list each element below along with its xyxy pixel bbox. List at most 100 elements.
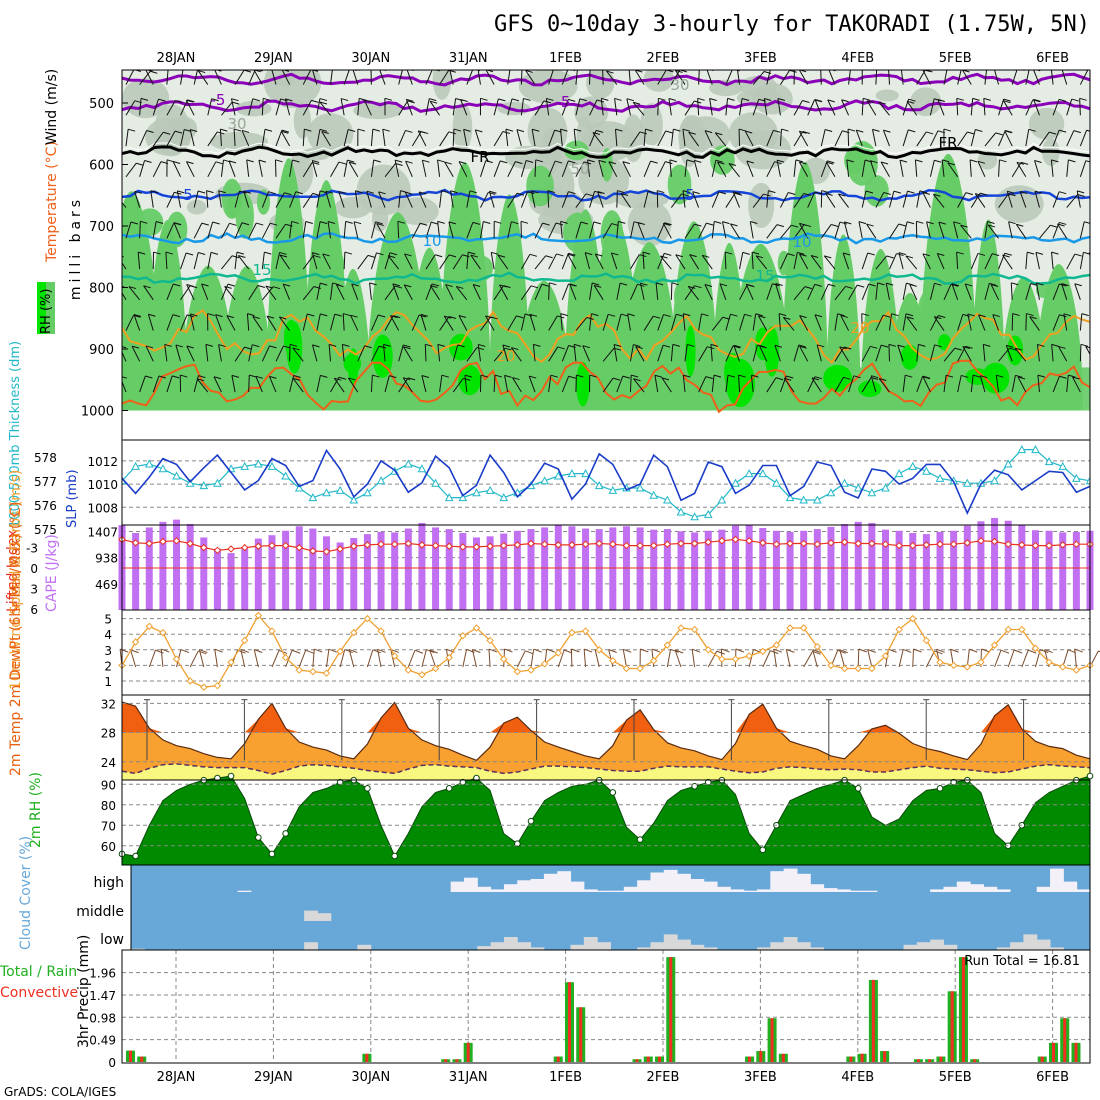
wind-barb — [266, 315, 277, 331]
wind-barb-flag — [951, 283, 960, 287]
wind-speed-point — [977, 658, 985, 666]
wind-barb-flag — [601, 97, 609, 101]
wind-barb — [711, 375, 715, 393]
wind-barb-flag — [587, 159, 595, 163]
wind-barb-flag — [165, 251, 174, 255]
wind-barb-flag — [347, 159, 355, 163]
wind-barb — [248, 344, 253, 362]
precip-convective-bar — [365, 1053, 369, 1062]
wind-barb — [820, 129, 826, 147]
date-label: 28JAN — [157, 51, 196, 66]
cape-bar — [486, 536, 494, 610]
wind-barb-flag — [450, 190, 458, 194]
wind10-barb-flag — [674, 649, 684, 654]
wind-barb-flag — [327, 220, 336, 224]
cloud-bar — [1063, 881, 1078, 892]
lifted-index-point — [377, 540, 385, 548]
wind-barb — [312, 70, 318, 85]
wind-barb — [728, 163, 740, 178]
wind-barb-flag — [586, 316, 594, 320]
wind-barb-flag — [460, 98, 468, 102]
wind-barb — [914, 159, 918, 177]
rh-blob — [748, 182, 775, 229]
wind-barb — [592, 132, 604, 147]
wind-barb — [122, 380, 127, 393]
lifted-index-point — [431, 541, 440, 550]
wind-barb — [1057, 223, 1068, 239]
wind10-barb-flag — [525, 650, 534, 655]
wind-barb-flag — [1077, 194, 1085, 197]
wind-speed-point — [622, 664, 631, 673]
wind-barb — [692, 191, 700, 208]
cloud-bar — [490, 889, 505, 892]
wind-barb — [122, 262, 127, 270]
wind-barb-flag — [857, 284, 865, 288]
wind-barb — [1092, 375, 1094, 392]
wind-barb — [602, 377, 614, 393]
wind-barb — [916, 344, 919, 362]
precip-convective-bar — [1040, 1056, 1044, 1062]
wind-barb-flag — [612, 377, 621, 381]
wind-barb-flag — [798, 344, 806, 348]
wind-barb — [316, 190, 321, 208]
wind-barb-flag — [268, 191, 276, 195]
wind-barb-flag — [243, 190, 251, 194]
wind10-barb-flag — [888, 648, 897, 653]
wind-barb — [766, 130, 774, 147]
wind-barb-flag — [1077, 190, 1085, 194]
wind-barb — [507, 161, 516, 178]
wind10-barb-flag — [291, 649, 301, 654]
wind-barb-flag — [264, 251, 272, 255]
wind-barb — [990, 284, 1000, 301]
wind-barb — [888, 313, 893, 331]
wind-barb — [669, 159, 672, 177]
wind-barb — [131, 345, 141, 362]
wind-speed-point — [200, 683, 208, 691]
wind-barb-flag — [804, 286, 812, 290]
wind-barb — [302, 193, 314, 208]
wind-barb — [834, 313, 839, 331]
cloud-bar — [690, 944, 705, 950]
wind-barb-flag — [660, 255, 668, 259]
contour-label: 30 — [670, 76, 689, 94]
thickness-point — [499, 493, 509, 502]
wind-barb — [739, 98, 743, 116]
lifted-index-point — [240, 543, 249, 552]
wind-barb-flag — [295, 191, 303, 195]
wind10-barb-flag — [305, 649, 314, 654]
thickness-point — [308, 493, 318, 502]
wind-barb-flag — [431, 283, 440, 287]
wind-barb-flag — [614, 97, 622, 101]
wind-barb — [614, 98, 618, 116]
date-label: 31JAN — [449, 1070, 488, 1085]
wind-barb — [1051, 252, 1054, 270]
wind-barb-flag — [664, 222, 672, 226]
rh2m-point — [255, 834, 262, 841]
temperature-contour — [122, 271, 1090, 285]
wind10-barb — [326, 649, 330, 668]
wind-barb — [220, 159, 224, 177]
rh2m-point — [704, 778, 712, 786]
wind-barb — [289, 221, 293, 239]
wind-barb-flag — [856, 129, 864, 133]
lifted-index-point — [1059, 541, 1067, 549]
wind-barb — [302, 70, 312, 85]
wind-barb — [662, 223, 672, 239]
wind-barb-flag — [375, 221, 383, 225]
cape-bar — [977, 521, 985, 610]
wind-speed-point — [513, 667, 522, 676]
wind-speed-point — [145, 622, 153, 631]
cape-bar — [363, 534, 371, 610]
wind-barb-flag — [831, 223, 839, 227]
wind-barb — [370, 375, 373, 393]
wind-barb — [330, 282, 334, 300]
wind-speed-point — [677, 624, 685, 632]
wind-barb — [143, 285, 154, 301]
wind-speed-point — [718, 655, 726, 663]
wind-barb — [752, 99, 760, 116]
contour-label: -5 — [556, 93, 571, 111]
thickness-point — [635, 483, 645, 492]
wind-barb-flag — [1016, 223, 1024, 227]
